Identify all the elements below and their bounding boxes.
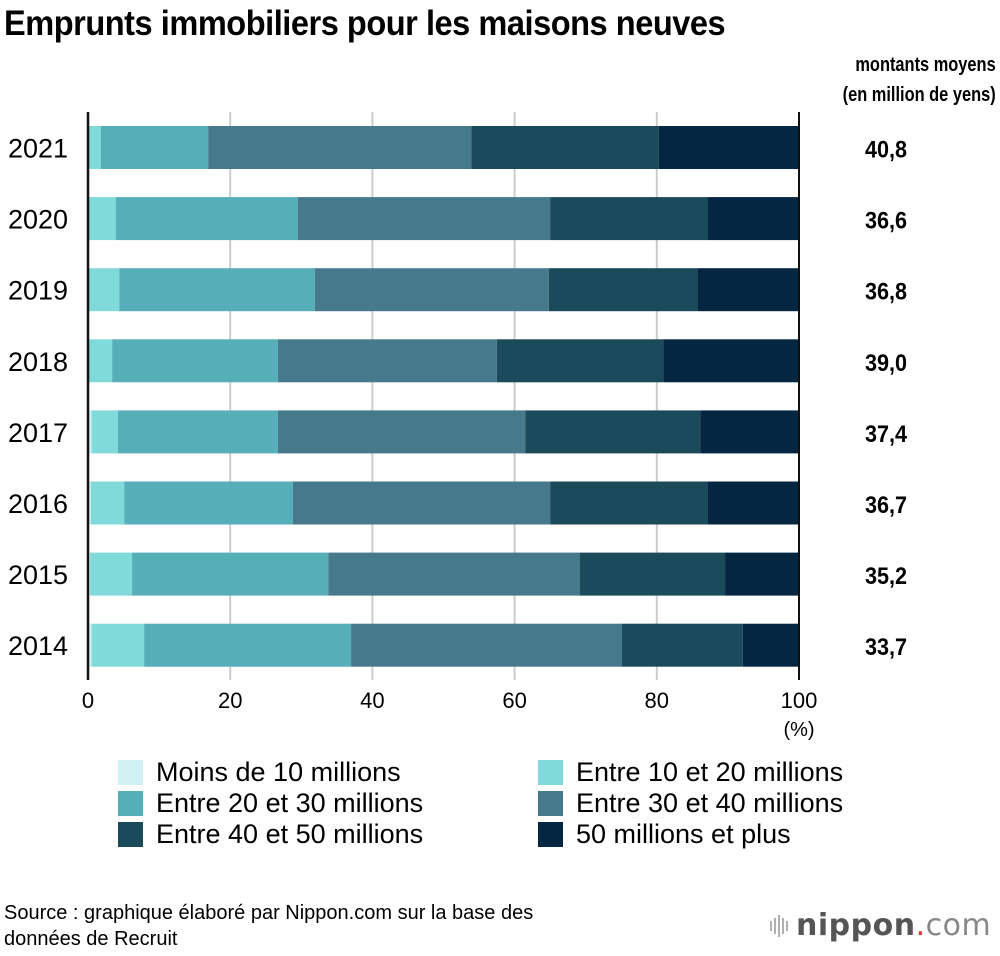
bar-segment xyxy=(471,126,659,169)
bar-segment xyxy=(697,268,799,312)
legend-item: Entre 30 et 40 millions xyxy=(538,788,843,819)
x-tick-label: 0 xyxy=(82,688,94,713)
y-category-label: 2016 xyxy=(8,489,68,519)
average-amount-label: 33,7 xyxy=(865,633,907,660)
legend-item: Entre 40 et 50 millions xyxy=(118,819,423,850)
source-note: Source : graphique élaboré par Nippon.co… xyxy=(4,900,684,952)
source-line-1: Source : graphique élaboré par Nippon.co… xyxy=(4,902,534,924)
bar-segment xyxy=(117,410,278,454)
legend-swatch xyxy=(538,822,563,847)
y-category-label: 2014 xyxy=(8,631,68,661)
bar-segment xyxy=(297,197,551,241)
bar-segment xyxy=(88,197,116,241)
legend-label: Entre 20 et 30 millions xyxy=(156,788,424,818)
bar-segment xyxy=(725,552,799,596)
x-tick-label: 80 xyxy=(645,688,669,713)
bar-segment xyxy=(132,552,329,596)
bar-segment xyxy=(115,197,298,241)
average-amount-label: 36,8 xyxy=(865,278,907,305)
logo-waveform-icon xyxy=(770,914,788,937)
bar-segment xyxy=(88,410,92,454)
y-category-label: 2017 xyxy=(8,418,68,448)
bar-segment xyxy=(90,552,133,596)
legend-swatch xyxy=(118,791,143,816)
bar-segment xyxy=(277,339,497,383)
bar-segment xyxy=(292,481,551,525)
bar-segment xyxy=(88,339,113,383)
bar-segment xyxy=(742,623,799,667)
y-category-label: 2021 xyxy=(8,134,68,164)
legend-swatch xyxy=(538,760,563,785)
nippon-logo: nippon.com xyxy=(770,908,991,943)
bar-segment xyxy=(88,481,91,525)
bar-segment xyxy=(88,623,92,667)
bar-segment xyxy=(496,339,664,383)
logo-suffix: com xyxy=(925,908,992,943)
bar-segment xyxy=(328,552,581,596)
average-amount-label: 37,4 xyxy=(865,420,907,447)
bar-segment xyxy=(548,268,698,312)
legend-item: Moins de 10 millions xyxy=(118,757,401,788)
bar-segment xyxy=(277,410,526,454)
bar-segment xyxy=(351,623,622,667)
legend-swatch xyxy=(538,791,563,816)
bar-segment xyxy=(88,126,101,169)
bar-segment xyxy=(707,481,799,525)
average-amount-label: 39,0 xyxy=(865,349,907,376)
y-category-label: 2015 xyxy=(8,560,68,590)
y-category-label: 2018 xyxy=(8,347,68,377)
bar-segment xyxy=(580,552,726,596)
bar-segment xyxy=(621,623,743,667)
average-amount-label: 36,6 xyxy=(865,207,907,234)
logo-name: nippon xyxy=(796,908,916,943)
legend-item: Entre 20 et 30 millions xyxy=(118,788,423,819)
x-axis-unit-label: (%) xyxy=(783,719,814,741)
bar-segment xyxy=(707,197,799,241)
logo-dot: . xyxy=(915,908,926,943)
bar-segment xyxy=(91,410,118,454)
stacked-bar-chart: 0 20 40 60 80 100 (%) 2021 40,8 2020 36,6 2019 36,8 2… xyxy=(8,112,907,741)
legend-label: 50 millions et plus xyxy=(576,819,791,849)
average-amount-label: 36,7 xyxy=(865,491,907,518)
legend-item: 50 millions et plus xyxy=(538,819,791,850)
source-line-2: données de Recruit xyxy=(4,928,178,950)
bar-segment xyxy=(144,623,352,667)
legend-label: Entre 10 et 20 millions xyxy=(576,757,844,787)
bar-segment xyxy=(658,126,799,169)
average-amount-label: 40,8 xyxy=(865,135,907,162)
bar-segment xyxy=(663,339,799,383)
bar-segment xyxy=(525,410,701,454)
logo-wordmark: nippon.com xyxy=(796,908,991,943)
bar-segment xyxy=(208,126,472,169)
bar-segment xyxy=(550,481,708,525)
x-tick-label: 20 xyxy=(218,688,242,713)
legend-swatch xyxy=(118,760,143,785)
legend-label: Moins de 10 millions xyxy=(156,757,401,787)
bar-segment xyxy=(112,339,278,383)
y-category-label: 2020 xyxy=(8,205,68,235)
bar-segment xyxy=(100,126,209,169)
bar-segment xyxy=(314,268,549,312)
bar-segment xyxy=(90,481,125,525)
x-tick-label: 60 xyxy=(502,688,526,713)
legend-label: Entre 40 et 50 millions xyxy=(156,819,424,849)
bar-segment xyxy=(119,268,315,312)
bar-segment xyxy=(124,481,293,525)
x-tick-label: 100 xyxy=(781,688,818,713)
average-amounts-header: montants moyens (en million de yens) xyxy=(843,50,996,110)
y-category-label: 2019 xyxy=(8,276,68,306)
bar-segment xyxy=(550,197,708,241)
chart-title: Emprunts immobiliers pour les maisons ne… xyxy=(4,4,726,43)
legend-swatch xyxy=(118,822,143,847)
bar-segment xyxy=(700,410,799,454)
bar-segment xyxy=(91,623,145,667)
legend-item: Entre 10 et 20 millions xyxy=(538,757,843,788)
legend-label: Entre 30 et 40 millions xyxy=(576,788,844,818)
x-tick-label: 40 xyxy=(360,688,384,713)
bar-segment xyxy=(88,268,120,312)
average-header-line1: montants moyens xyxy=(855,54,996,76)
average-amount-label: 35,2 xyxy=(865,562,907,589)
average-header-line2: (en million de yens) xyxy=(842,84,996,106)
